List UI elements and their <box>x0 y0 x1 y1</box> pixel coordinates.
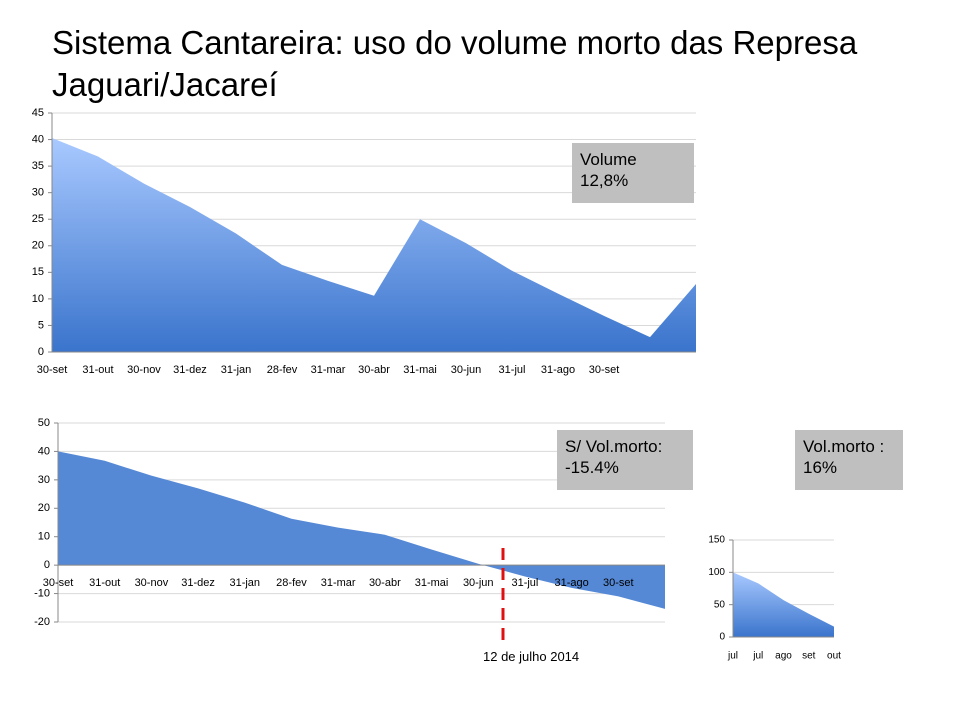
x-tick-label: 31-mai <box>415 577 449 589</box>
x-tick-label: 30-nov <box>135 577 169 589</box>
y-tick-label: 20 <box>32 240 44 252</box>
y-tick-label: -10 <box>34 587 50 599</box>
x-tick-label: 31-jan <box>229 577 260 589</box>
x-tick-label: ago <box>775 651 792 662</box>
x-tick-label: 30-set <box>589 364 620 376</box>
x-tick-label: 30-set <box>37 364 68 376</box>
y-tick-label: 20 <box>38 502 50 514</box>
x-tick-label: 31-jul <box>499 364 526 376</box>
y-tick-label: 40 <box>32 133 44 145</box>
y-tick-label: 0 <box>44 559 50 571</box>
y-tick-label: 35 <box>32 160 44 172</box>
y-tick-label: 50 <box>38 417 50 429</box>
x-tick-label: out <box>827 651 841 662</box>
x-tick-label: 30-abr <box>358 364 390 376</box>
y-tick-label: 30 <box>32 187 44 199</box>
annotation-box: S/ Vol.morto: -15.4% <box>557 430 693 490</box>
y-tick-label: 0 <box>38 346 44 358</box>
x-tick-label: 31-dez <box>181 577 215 589</box>
y-tick-label: 50 <box>714 599 726 610</box>
annotation-box: Volume 12,8% <box>572 143 694 203</box>
x-tick-label: 31-ago <box>554 577 588 589</box>
x-tick-label: 30-jun <box>463 577 494 589</box>
x-tick-label: 31-mai <box>403 364 437 376</box>
y-tick-label: -20 <box>34 616 50 628</box>
y-tick-label: 150 <box>708 535 725 546</box>
x-tick-label: 31-jan <box>221 364 252 376</box>
y-tick-label: 30 <box>38 474 50 486</box>
y-tick-label: 100 <box>708 567 725 578</box>
x-tick-label: 31-mar <box>311 364 346 376</box>
y-tick-label: 0 <box>719 632 725 643</box>
x-tick-label: 30-abr <box>369 577 401 589</box>
x-tick-label: 28-fev <box>267 364 298 376</box>
x-tick-label: 31-mar <box>321 577 356 589</box>
y-tick-label: 10 <box>38 531 50 543</box>
x-tick-label: 30-set <box>603 577 634 589</box>
x-tick-label: 30-nov <box>127 364 161 376</box>
x-tick-label: 31-dez <box>173 364 207 376</box>
x-tick-label: 31-out <box>82 364 113 376</box>
y-tick-label: 40 <box>38 445 50 457</box>
y-tick-label: 45 <box>32 107 44 119</box>
x-tick-label: 31-jul <box>511 577 538 589</box>
x-tick-label: set <box>802 651 816 662</box>
y-tick-label: 10 <box>32 293 44 305</box>
annotation: 12 de julho 2014 <box>483 649 580 664</box>
annotation-box: Vol.morto : 16% <box>795 430 903 490</box>
x-tick-label: 30-set <box>43 577 74 589</box>
area <box>733 572 834 637</box>
x-tick-label: 30-jun <box>451 364 482 376</box>
y-tick-label: 15 <box>32 266 44 278</box>
y-tick-label: 5 <box>38 319 44 331</box>
y-tick-label: 25 <box>32 213 44 225</box>
x-tick-label: 28-fev <box>276 577 307 589</box>
x-tick-label: jul <box>752 651 763 662</box>
area <box>58 451 665 609</box>
x-tick-label: jul <box>727 651 738 662</box>
slide-title: Sistema Cantareira: uso do volume morto … <box>52 24 858 103</box>
area <box>52 137 696 352</box>
x-tick-label: 31-ago <box>541 364 575 376</box>
x-tick-label: 31-out <box>89 577 120 589</box>
